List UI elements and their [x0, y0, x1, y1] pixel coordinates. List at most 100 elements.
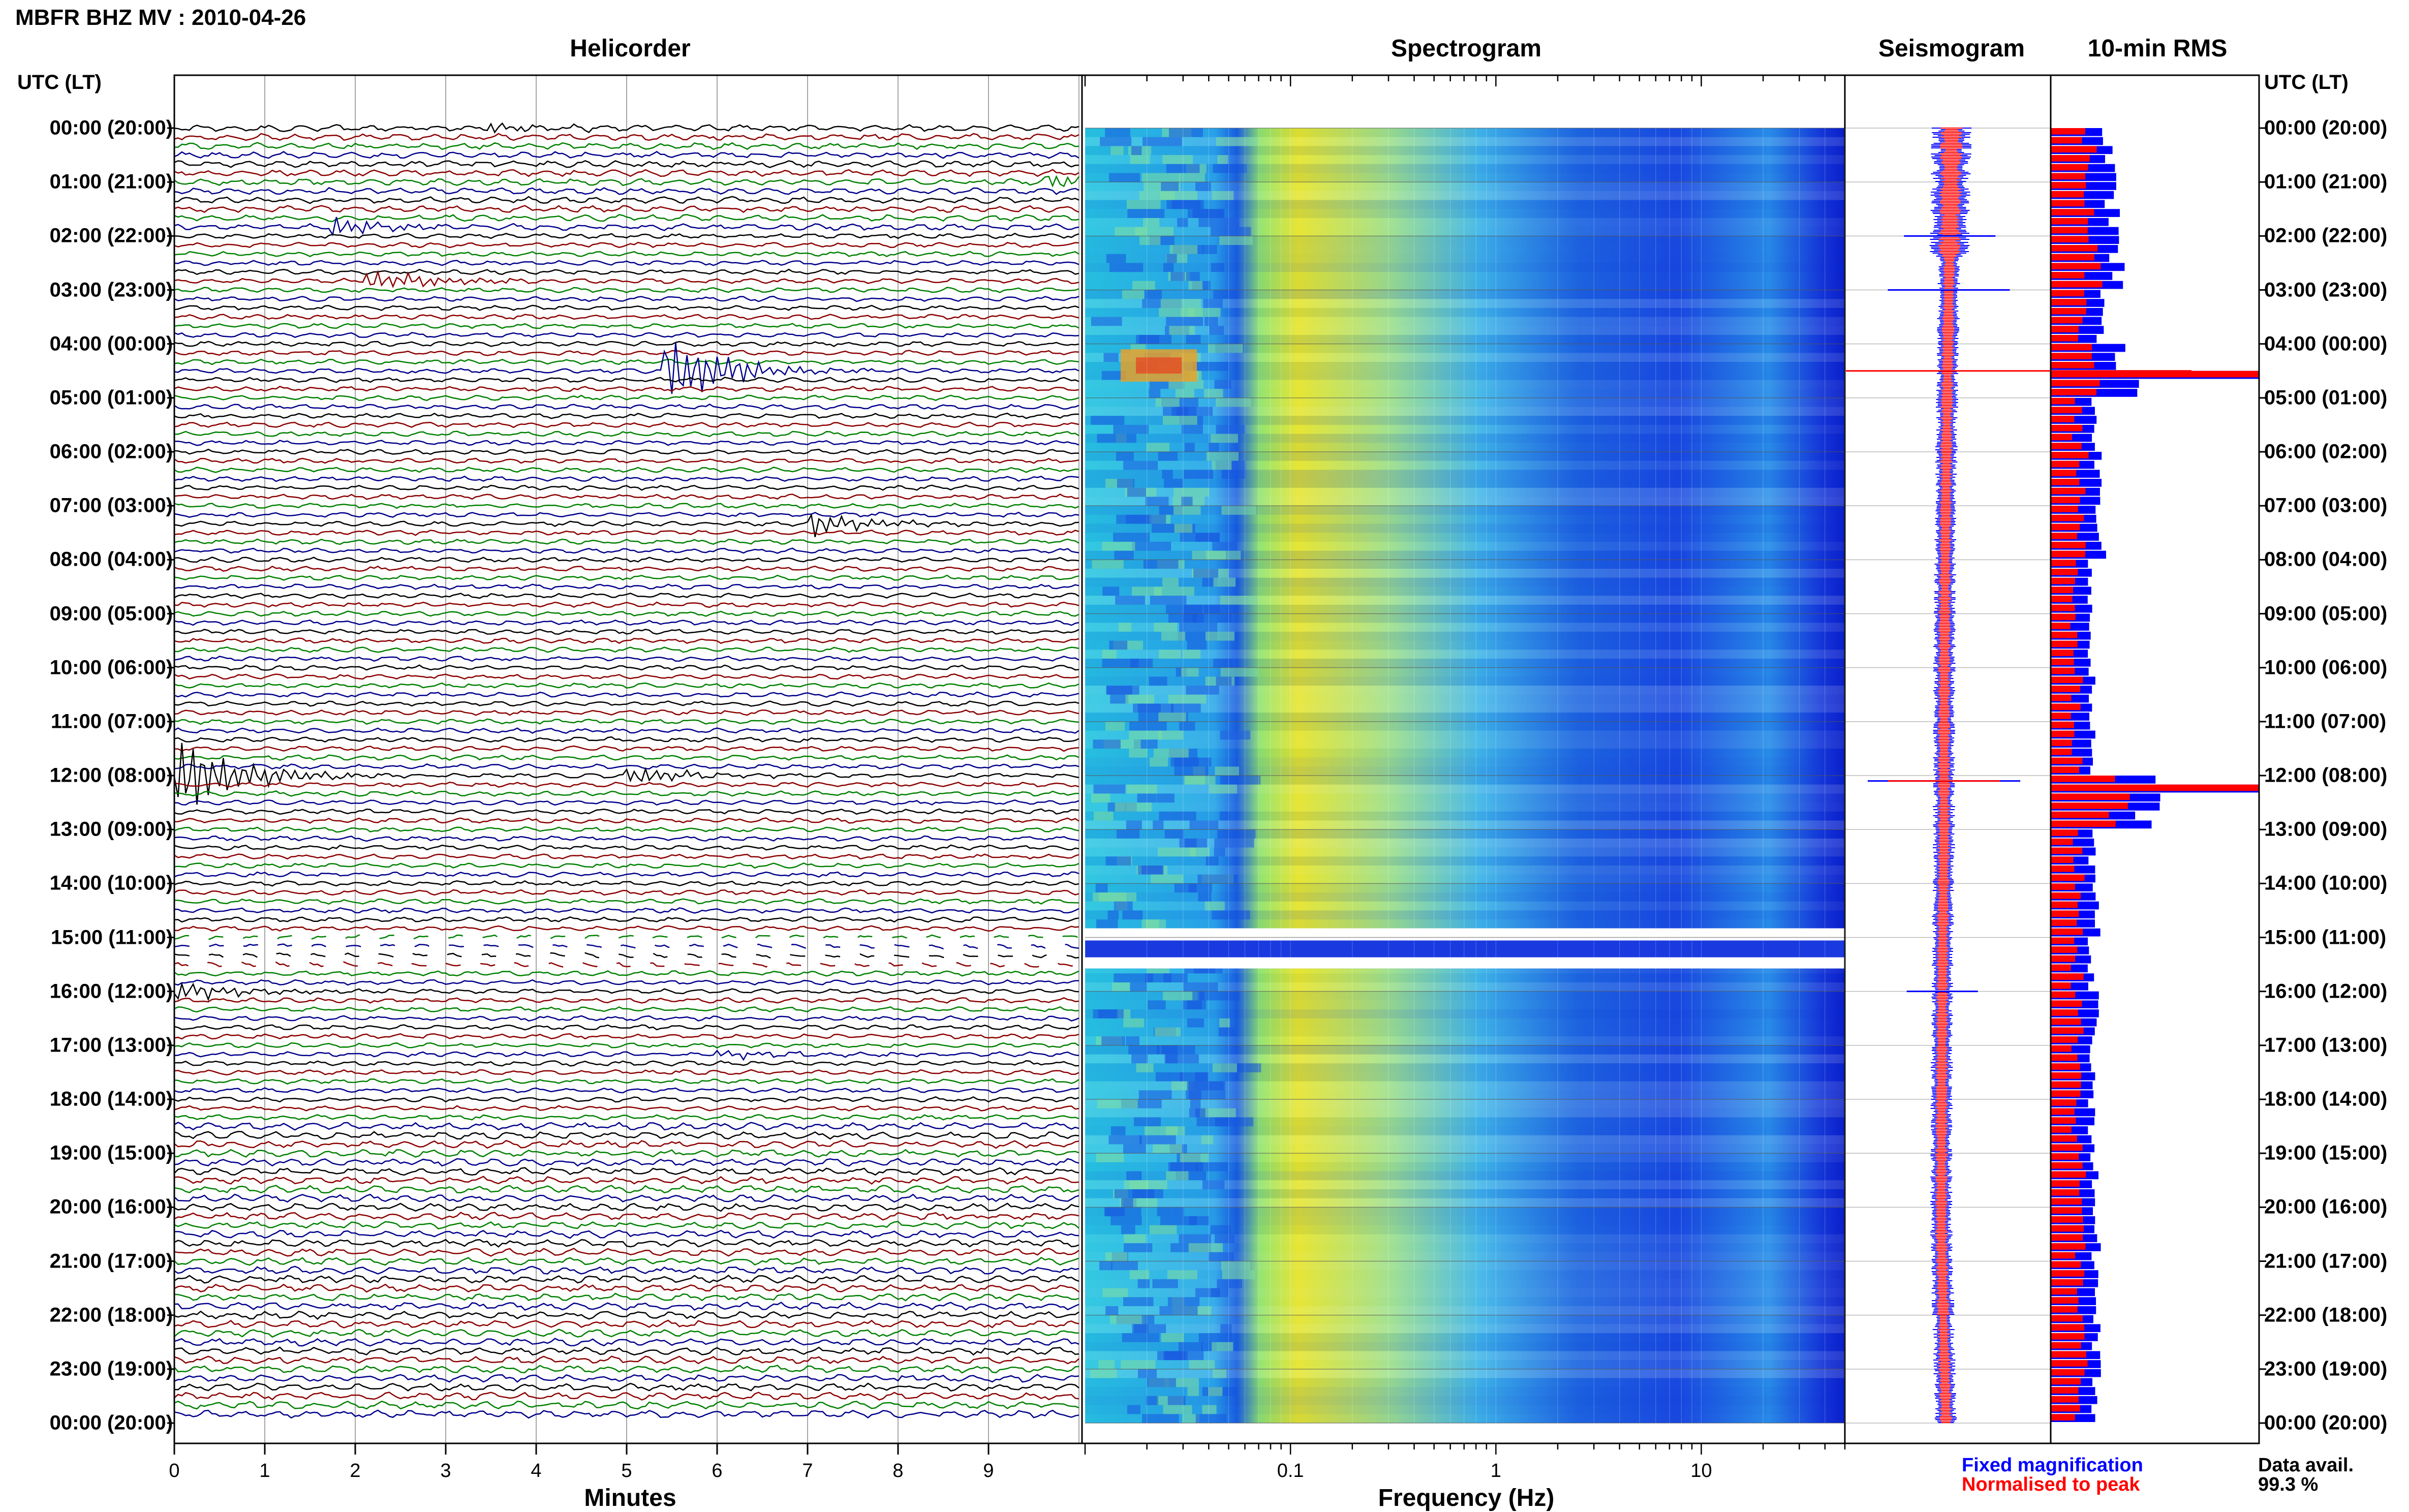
- spectrogram-row: [1085, 263, 1845, 272]
- spectrogram-cell: [1206, 631, 1235, 641]
- spectrogram-row: [1085, 713, 1845, 722]
- hour-label-left: 21:00 (17:00): [49, 1250, 173, 1272]
- spectrogram-row: [1085, 1315, 1845, 1324]
- spectrogram-cell: [1220, 730, 1251, 740]
- spectrogram-cell: [1127, 209, 1165, 218]
- spectrogram-row: [1085, 227, 1845, 236]
- spectrogram-cell: [1182, 1414, 1200, 1423]
- rms-bar-normalised: [2051, 964, 2071, 971]
- spectrogram-cell: [1142, 1414, 1179, 1423]
- helicorder-trace: [174, 1139, 1079, 1149]
- spectrogram-row: [1085, 1198, 1845, 1208]
- spectrogram-cell: [1212, 541, 1237, 551]
- rms-bar-normalised: [2051, 901, 2078, 908]
- hour-label-right: 23:00 (19:00): [2264, 1357, 2388, 1380]
- helicorder-trace: [174, 673, 1079, 680]
- helicorder-trace: [174, 1050, 1079, 1061]
- spectrogram-cell: [1139, 334, 1160, 344]
- spectrogram-cell: [1110, 1126, 1126, 1135]
- spectrogram-cell: [1166, 317, 1203, 326]
- helicorder-trace: [174, 421, 1079, 428]
- rms-bar-normalised: [2051, 1054, 2078, 1061]
- spectrogram-cell: [1183, 1000, 1202, 1010]
- spectrogram-row: [1085, 1018, 1845, 1028]
- spectrogram-row: [1085, 1405, 1845, 1414]
- spectrogram-cell: [1208, 344, 1243, 353]
- rms-bar-normalised: [2051, 883, 2075, 890]
- spectrogram-row: [1085, 1216, 1845, 1225]
- spectrogram-cell: [1204, 604, 1239, 614]
- helicorder-trace: [174, 1105, 1079, 1112]
- spectrogram-cell: [1129, 1270, 1150, 1279]
- helicorder-trace: [174, 241, 1079, 249]
- spectrogram-row: [1085, 164, 1845, 173]
- spectrogram-row: [1085, 416, 1845, 425]
- helicorder-x-tick-label: 4: [531, 1460, 542, 1482]
- helicorder-trace: [174, 880, 1079, 887]
- spectrogram-cell: [1213, 658, 1233, 668]
- spectrogram-row: [1085, 1243, 1845, 1252]
- spectrogram-cell: [1198, 1333, 1232, 1342]
- spectrogram-cell: [1155, 397, 1180, 407]
- spectrogram-cell: [1162, 577, 1179, 587]
- spectrogram-cell: [1093, 784, 1126, 794]
- spectrogram-cell: [1122, 910, 1143, 920]
- spectrogram-cell: [1198, 892, 1212, 902]
- helicorder-trace: [174, 1409, 1079, 1419]
- spectrogram-cell: [1212, 1063, 1237, 1072]
- spectrogram-cell: [1139, 236, 1161, 245]
- spectrogram-row: [1085, 667, 1845, 677]
- spectrogram-row: [1085, 209, 1845, 218]
- spectrogram-cell: [1160, 299, 1201, 308]
- helicorder-trace: [174, 1256, 1079, 1266]
- spectrogram-cell: [1163, 263, 1174, 272]
- helicorder-trace: [174, 1167, 1079, 1176]
- hour-label-right: 21:00 (17:00): [2264, 1250, 2388, 1272]
- spectrogram-cell: [1213, 164, 1247, 173]
- hour-label-right: 06:00 (02:00): [2264, 440, 2388, 463]
- spectrogram-cell: [1147, 1378, 1176, 1387]
- seismogram-title: Seismogram: [1878, 35, 2025, 62]
- spectrogram-cell: [1122, 290, 1145, 299]
- spectrogram-row: [1085, 397, 1845, 407]
- spectrogram-cell: [1132, 281, 1155, 290]
- spectrogram-row: [1085, 1126, 1845, 1135]
- spectrogram-cell: [1199, 991, 1240, 1001]
- spectrogram-cell: [1114, 1189, 1155, 1198]
- spectrogram-row: [1085, 1270, 1845, 1279]
- spectrogram-cell: [1095, 883, 1108, 893]
- helicorder-trace: [174, 1292, 1079, 1302]
- spectrogram-row: [1085, 1054, 1845, 1064]
- helicorder-trace: [174, 925, 1079, 932]
- spectrogram-cell: [1188, 1243, 1223, 1252]
- rms-bar-normalised: [2051, 307, 2086, 315]
- spectrogram-cell: [1220, 811, 1231, 821]
- helicorder-trace: [174, 511, 1079, 518]
- helicorder-trace: [174, 1069, 1079, 1076]
- rms-bar-normalised: [2051, 1261, 2081, 1268]
- spectrogram-row: [1085, 1081, 1845, 1091]
- spectrogram-cell: [1186, 334, 1201, 344]
- spectrogram-cell: [1186, 686, 1219, 695]
- rms-bar-normalised: [2051, 919, 2077, 926]
- rms-bar-normalised: [2051, 1252, 2076, 1259]
- helicorder-trace: [174, 889, 1079, 896]
- rms-bar-normalised: [2051, 353, 2092, 360]
- spectrogram-row: [1085, 703, 1845, 713]
- helicorder-trace: [174, 1355, 1079, 1365]
- spectrogram-cell: [1209, 326, 1224, 335]
- spectrogram-cell: [1212, 910, 1250, 920]
- rms-bar-normalised: [2051, 803, 2128, 809]
- hour-label-left: 17:00 (13:00): [49, 1034, 173, 1057]
- helicorder-trace: [174, 916, 1079, 923]
- helicorder-trace: [173, 981, 1079, 1002]
- rms-bar-normalised: [2051, 470, 2077, 477]
- spectrogram-cell: [1113, 533, 1150, 542]
- spectrogram-row: [1085, 1153, 1845, 1162]
- helicorder-trace-gap: [174, 961, 1079, 968]
- spectrogram-cell: [1160, 191, 1198, 200]
- helicorder-trace: [174, 691, 1079, 698]
- spectrogram-cell: [1155, 1072, 1184, 1082]
- spectrogram-row: [1085, 569, 1845, 578]
- helicorder-trace: [174, 332, 1079, 338]
